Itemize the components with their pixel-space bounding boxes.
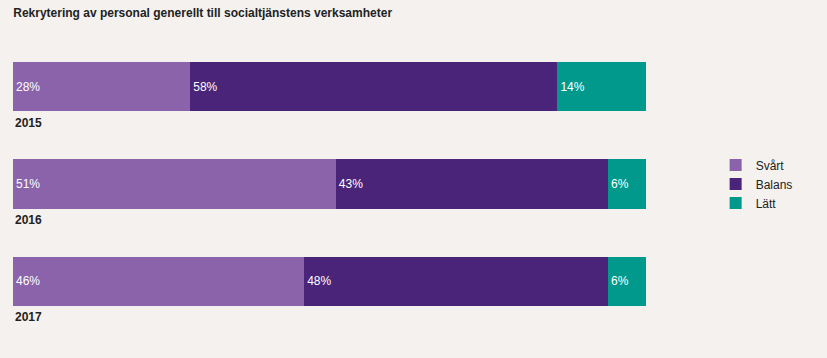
svg-text:2016: 2016 bbox=[15, 213, 42, 227]
svg-text:Rekrytering av personal genere: Rekrytering av personal generellt till s… bbox=[13, 6, 392, 20]
svg-text:58%: 58% bbox=[193, 80, 217, 94]
svg-text:2017: 2017 bbox=[15, 310, 42, 324]
svg-text:14%: 14% bbox=[560, 80, 584, 94]
svg-text:2015: 2015 bbox=[15, 116, 42, 130]
svg-text:Lätt: Lätt bbox=[756, 197, 777, 211]
svg-text:46%: 46% bbox=[16, 274, 40, 288]
svg-text:51%: 51% bbox=[16, 177, 40, 191]
svg-text:Svårt: Svårt bbox=[756, 159, 785, 173]
svg-text:Balans: Balans bbox=[756, 178, 793, 192]
svg-text:43%: 43% bbox=[339, 177, 363, 191]
svg-text:6%: 6% bbox=[611, 177, 629, 191]
svg-text:28%: 28% bbox=[16, 80, 40, 94]
svg-text:48%: 48% bbox=[307, 274, 331, 288]
svg-text:6%: 6% bbox=[611, 274, 629, 288]
